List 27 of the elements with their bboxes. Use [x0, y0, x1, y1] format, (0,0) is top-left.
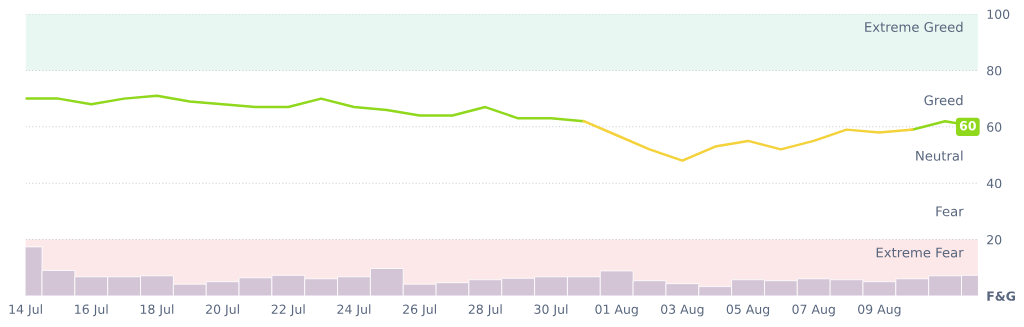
annotation: Neutral [916, 150, 963, 161]
x-tick-label: 14 Jul [9, 304, 42, 317]
x-tick-label: 03 Aug [661, 304, 704, 317]
x-tick-label: 05 Aug [726, 304, 770, 317]
x-tick-label: 30 Jul [534, 304, 568, 317]
annotation: Fear [936, 206, 964, 217]
x-tick-label: 09 Aug [858, 304, 901, 317]
x-tick-label: 26 Jul [403, 304, 436, 317]
x-tick-label: 20 Jul [206, 304, 239, 317]
band-label: Extreme Greed [865, 21, 963, 32]
x-tick-label: 01 Aug [595, 304, 638, 317]
x-tick-label: 18 Jul [140, 304, 174, 317]
x-tick-label: 24 Jul [337, 304, 371, 317]
annotation: Greed [924, 95, 963, 106]
x-tick-label: 16 Jul [75, 304, 108, 317]
y-tick-label: 40 [986, 178, 1002, 189]
band-label: Extreme Fear [876, 247, 964, 258]
y-tick-label: 20 [987, 235, 1002, 245]
x-tick-label: 28 Jul [468, 304, 502, 317]
y-tick-label: 60 [987, 122, 1002, 132]
y-tick-label: 100 [987, 9, 1010, 19]
annotation: 60 [959, 120, 976, 131]
y-tick-label: 80 [987, 65, 1002, 76]
line-series [582, 119, 914, 162]
y-tick-label: F&G [987, 291, 1016, 301]
x-tick-label: 07 Aug [792, 304, 835, 317]
x-tick-label: 22 Jul [271, 304, 305, 317]
